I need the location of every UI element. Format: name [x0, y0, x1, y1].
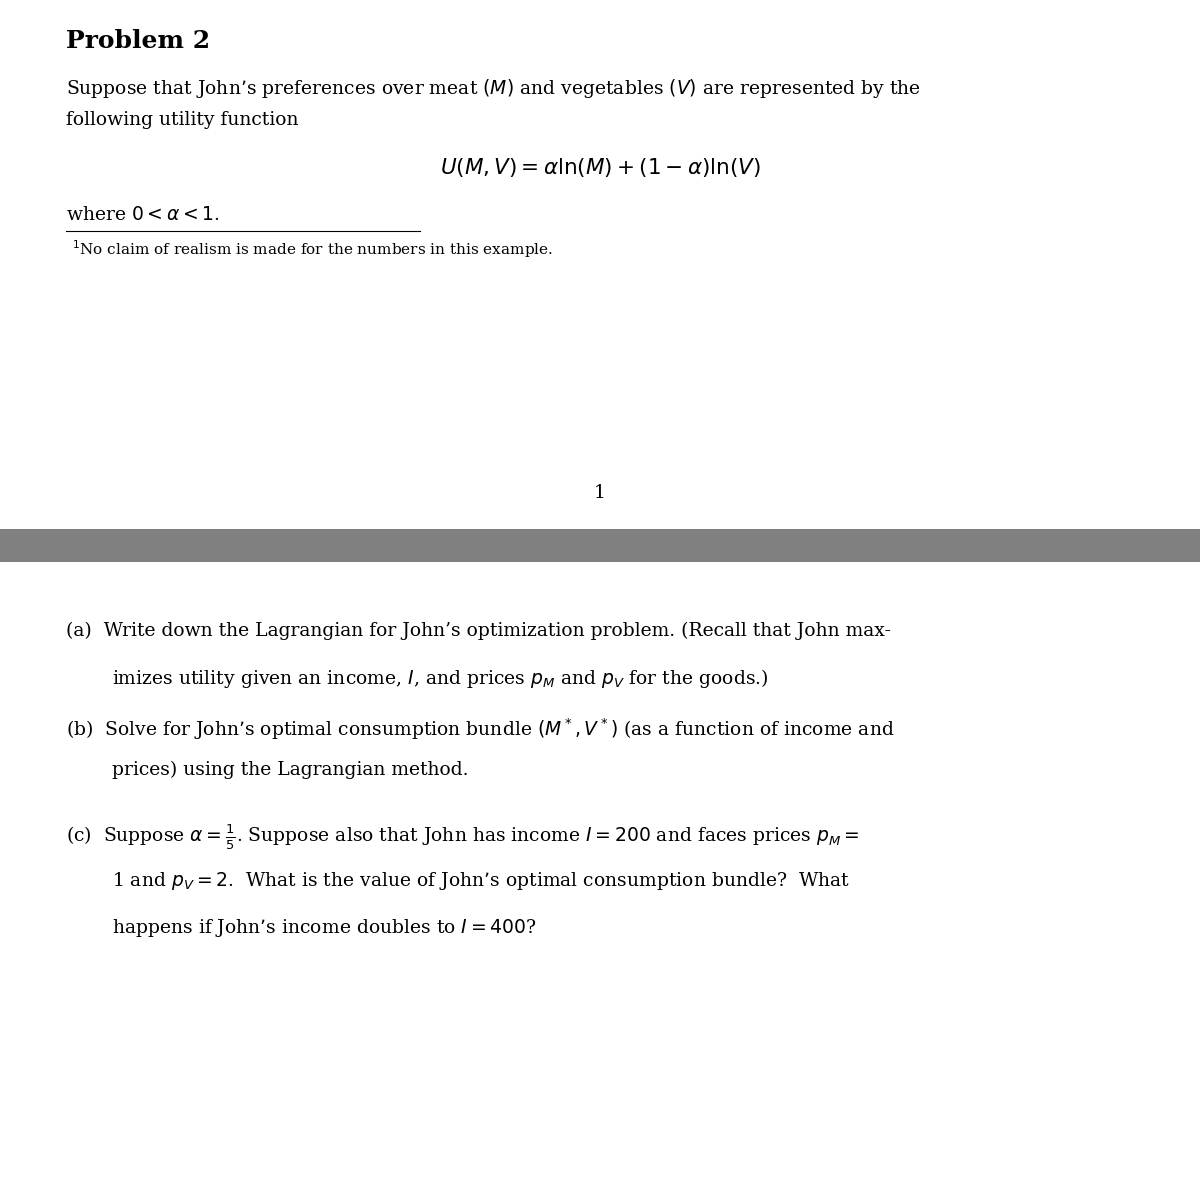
Text: Suppose that John’s preferences over meat $(M)$ and vegetables $(V)$ are represe: Suppose that John’s preferences over mea…: [66, 77, 922, 99]
Text: following utility function: following utility function: [66, 111, 299, 129]
Text: prices) using the Lagrangian method.: prices) using the Lagrangian method.: [112, 761, 468, 779]
Text: happens if John’s income doubles to $I = 400$?: happens if John’s income doubles to $I =…: [112, 917, 536, 939]
Text: (c)  Suppose $\alpha = \frac{1}{5}$. Suppose also that John has income $I = 200$: (c) Suppose $\alpha = \frac{1}{5}$. Supp…: [66, 822, 859, 852]
Text: Problem 2: Problem 2: [66, 30, 210, 53]
Text: 1: 1: [594, 484, 606, 502]
Text: $U(M,V) = \alpha \ln(M) + (1 - \alpha)\ln(V)$: $U(M,V) = \alpha \ln(M) + (1 - \alpha)\l…: [439, 156, 761, 178]
Bar: [0, 529, 1200, 562]
Text: imizes utility given an income, $I$, and prices $p_M$ and $p_V$ for the goods.): imizes utility given an income, $I$, and…: [112, 667, 768, 689]
Text: where $0 < \alpha < 1$.: where $0 < \alpha < 1$.: [66, 206, 220, 224]
Text: $^1$No claim of realism is made for the numbers in this example.: $^1$No claim of realism is made for the …: [72, 238, 553, 260]
Text: (a)  Write down the Lagrangian for John’s optimization problem. (Recall that Joh: (a) Write down the Lagrangian for John’s…: [66, 622, 890, 640]
Text: (b)  Solve for John’s optimal consumption bundle $(M^*, V^*)$ (as a function of : (b) Solve for John’s optimal consumption…: [66, 716, 894, 742]
Text: 1 and $p_V = 2$.  What is the value of John’s optimal consumption bundle?  What: 1 and $p_V = 2$. What is the value of Jo…: [112, 870, 850, 892]
